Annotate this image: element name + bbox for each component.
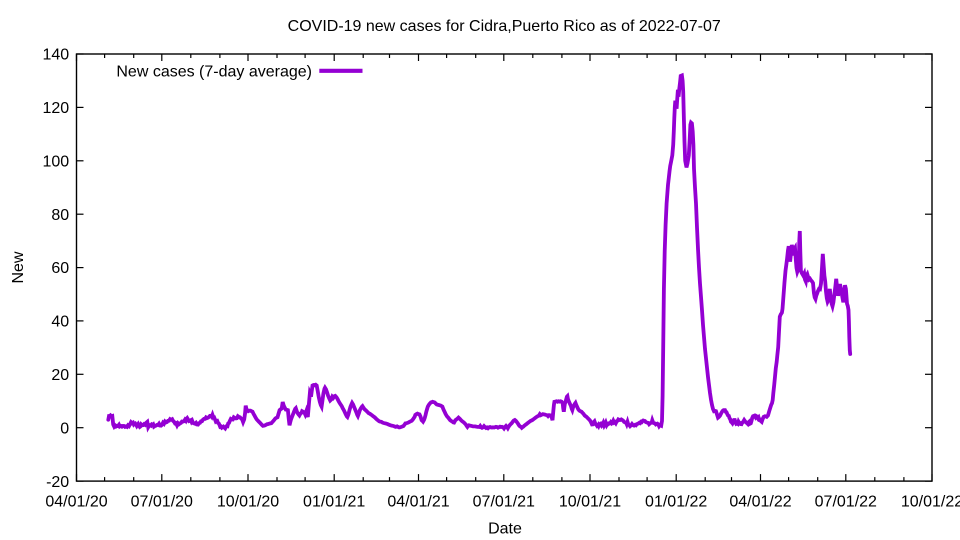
svg-text:40: 40 [51, 314, 69, 331]
svg-text:120: 120 [42, 100, 69, 117]
svg-text:04/01/21: 04/01/21 [387, 494, 449, 511]
svg-text:07/01/21: 07/01/21 [473, 494, 535, 511]
svg-text:20: 20 [51, 367, 69, 384]
svg-text:New: New [10, 251, 27, 283]
svg-text:New cases (7-day average): New cases (7-day average) [116, 64, 312, 81]
svg-text:07/01/22: 07/01/22 [815, 494, 877, 511]
svg-text:-20: -20 [46, 474, 69, 491]
svg-text:Date: Date [488, 521, 522, 538]
svg-text:10/01/21: 10/01/21 [559, 494, 621, 511]
svg-text:07/01/20: 07/01/20 [131, 494, 193, 511]
svg-text:01/01/22: 01/01/22 [645, 494, 707, 511]
svg-text:10/01/22: 10/01/22 [901, 494, 960, 511]
svg-text:80: 80 [51, 207, 69, 224]
svg-text:04/01/22: 04/01/22 [729, 494, 791, 511]
svg-text:60: 60 [51, 260, 69, 277]
svg-text:COVID-19 new cases for Cidra,P: COVID-19 new cases for Cidra,Puerto Rico… [288, 18, 721, 35]
svg-text:100: 100 [42, 154, 69, 171]
svg-text:01/01/21: 01/01/21 [303, 494, 365, 511]
svg-text:140: 140 [42, 47, 69, 64]
svg-text:10/01/20: 10/01/20 [217, 494, 279, 511]
svg-text:0: 0 [60, 420, 69, 437]
svg-text:04/01/20: 04/01/20 [45, 494, 107, 511]
